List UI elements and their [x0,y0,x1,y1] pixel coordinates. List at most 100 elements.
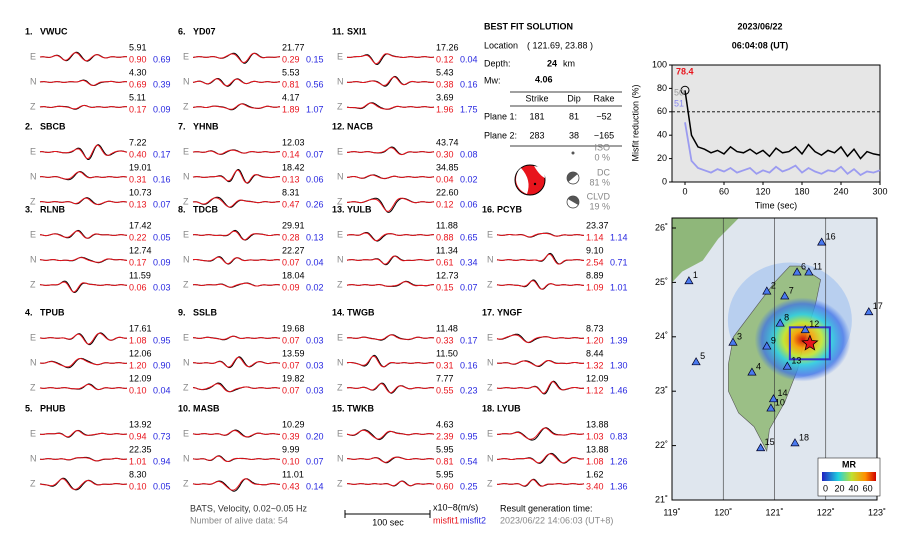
misfit1: 0.61 [436,257,454,267]
synthetic-waveform [192,356,281,368]
component-label: E [183,229,189,239]
amplitude: 21.77 [282,42,305,52]
station-marker [691,357,701,366]
misfit1: 0.39 [282,431,300,441]
component-label: Z [487,478,493,488]
component-label: N [337,76,344,86]
misfit2: 0.14 [306,481,324,491]
misfit1: 0.10 [282,456,300,466]
misfit1: 0.29 [282,54,300,64]
lat-tick-label: 26˚ [655,222,668,232]
component-label: N [487,453,494,463]
synthetic-waveform [39,358,128,368]
synthetic-waveform [192,478,280,491]
synthetic-waveform [192,169,280,184]
amplitude: 43.74 [436,137,459,147]
lat-tick-label: 23˚ [655,386,668,396]
plane-value: 38 [569,130,579,140]
amplitude: 5.95 [436,469,454,479]
synthetic-waveform [346,255,434,265]
misfit1: 0.69 [129,79,147,89]
amplitude: 18.04 [282,270,305,280]
component-label: E [337,428,343,438]
synthetic-waveform [497,427,585,440]
colorbar-tick-label: 0 [823,483,828,493]
misfit1: 0.40 [129,149,147,159]
synthetic-waveform [346,102,435,110]
misfit1: 1.08 [129,335,147,345]
misfit2: 0.06 [460,199,478,209]
component-label: Z [30,478,36,488]
misfit1: 3.40 [586,481,604,491]
component-icon-fill [567,172,578,182]
misfit1: 0.17 [129,257,147,267]
synthetic-waveform [39,105,128,110]
synthetic-waveform [192,103,281,110]
amplitude: 23.37 [586,220,609,230]
misfit2: 0.04 [460,54,478,64]
amplitude: 8.31 [282,187,300,197]
scale-label: 100 sec [372,517,404,527]
misfit1: 0.43 [282,481,300,491]
station-name: RLNB [40,204,65,214]
station-number: 14. [332,307,345,317]
synthetic-waveform [39,478,128,490]
synthetic-waveform [346,334,435,341]
synthetic-waveform [346,174,435,179]
colorbar-tick-label: 20 [835,483,845,493]
station-marker [792,267,802,276]
y-tick-label: 80 [657,83,667,93]
station-label: 14 [777,388,787,398]
synthetic-waveform [347,197,435,212]
synthetic-waveform [39,230,128,239]
synthetic-waveform [496,359,585,367]
misfit2: 0.95 [460,431,478,441]
station-number: 13. [332,204,345,214]
component-name: DC [597,167,610,177]
lon-tick-label: 122˚ [817,507,835,517]
amplitude: 5.91 [129,42,147,52]
misfit2: 0.73 [153,431,171,441]
amplitude: 4.17 [282,92,300,102]
station-marker [684,276,694,285]
misfit2: 1.36 [610,481,628,491]
station-label: 15 [765,437,775,447]
misfit2: 0.69 [153,54,171,64]
table-header: Dip [567,93,581,103]
station-number: 5. [25,403,33,413]
misfit1: 2.54 [586,257,604,267]
amplitude: 8.89 [586,270,604,280]
misfit2: 0.07 [306,149,324,159]
misfit2: 0.03 [153,282,171,292]
lat-tick-label: 25˚ [655,277,668,287]
amplitude: 7.22 [129,137,147,147]
mr-field [754,297,851,382]
amplitude: 10.73 [129,187,152,197]
misfit2: 0.26 [306,199,324,209]
location-value: ( 121.69, 23.88 ) [527,40,593,50]
station-label: 8 [784,313,789,323]
component-label: Z [337,382,343,392]
amplitude: 4.63 [436,419,454,429]
component-label: Z [487,279,493,289]
component-label: N [183,453,190,463]
amplitude: 8.30 [129,469,147,479]
annotation: 51 [674,98,684,108]
misfit2: 0.07 [306,456,324,466]
amplitude: 12.73 [436,270,459,280]
plane-value: 181 [529,111,544,121]
station-label: 16 [826,232,836,242]
station-number: 12. [332,121,345,131]
station-number: 8. [178,204,186,214]
misfit2: 0.23 [460,385,478,395]
station-marker [766,403,776,412]
y-tick-label: 0 [662,176,667,186]
misfit2: 0.07 [153,199,171,209]
plane-value: −165 [594,130,614,140]
amplitude: 5.53 [282,67,300,77]
synthetic-waveform [192,52,281,64]
component-label: E [337,51,343,61]
misfit1: 0.06 [129,282,147,292]
station-name: SXI1 [347,26,367,36]
misfit2: 0.05 [153,481,171,491]
